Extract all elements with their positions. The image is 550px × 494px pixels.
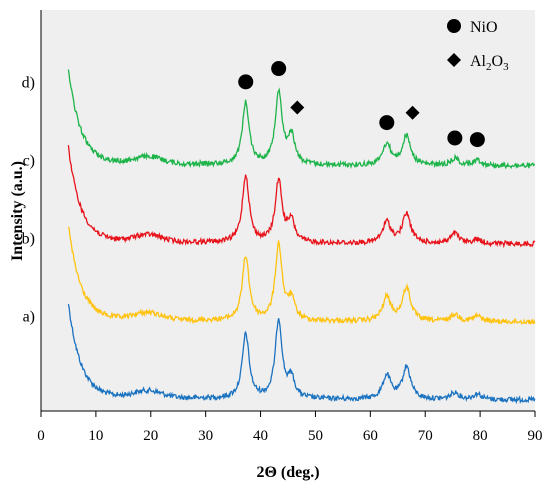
curve-label-d: d): [22, 75, 35, 92]
legend-al2o3-sub-2: 3: [503, 61, 509, 73]
nio-marker-icon: [469, 132, 485, 148]
series-line-d: [67, 69, 536, 170]
x-tick-label: 50: [308, 428, 323, 444]
series-line-a: [67, 303, 536, 405]
nio-marker-icon: [238, 74, 254, 90]
al2o3-marker-icon: [405, 105, 420, 120]
phase-markers-layer: [238, 61, 485, 148]
x-ticks-layer: 0 10 20 30 40 50 60 70 80 90: [37, 411, 543, 444]
legend-al2o3-sub-1: 2: [486, 61, 492, 73]
legend: NiO Al2O3: [447, 19, 509, 73]
curve-label-c: c): [23, 153, 35, 170]
x-tick-label: 90: [528, 428, 543, 444]
legend-al2o3-part-1: Al: [470, 53, 487, 70]
x-tick-label: 20: [143, 428, 158, 444]
curve-labels-layer: a) b) c) d): [22, 75, 35, 326]
nio-marker-icon: [447, 130, 463, 146]
legend-al2o3-label: Al2O3: [470, 53, 509, 73]
plot-background: [41, 10, 535, 411]
legend-al2o3-diamond-icon: [447, 53, 461, 67]
nio-marker-icon: [271, 61, 287, 77]
x-axis-title: 2Θ (deg.): [256, 464, 319, 481]
legend-al2o3-part-2: O: [492, 53, 504, 70]
nio-marker-icon: [379, 115, 395, 131]
x-tick-label: 60: [363, 428, 378, 444]
al2o3-marker-icon: [290, 100, 305, 115]
legend-nio-circle-icon: [447, 19, 461, 33]
legend-nio-label: NiO: [470, 19, 498, 36]
x-tick-label: 0: [37, 428, 45, 444]
series-line-c: [67, 145, 536, 249]
x-tick-label: 70: [418, 428, 433, 444]
x-tick-label: 10: [88, 428, 103, 444]
x-tick-label: 80: [473, 428, 488, 444]
curve-label-b: b): [22, 231, 35, 248]
curves-layer: [67, 69, 536, 405]
curve-label-a: a): [23, 309, 35, 326]
x-tick-label: 30: [198, 428, 213, 444]
y-axis-title: Intensity (a.u.): [9, 161, 26, 261]
x-tick-label: 40: [253, 428, 268, 444]
series-line-b: [67, 226, 536, 325]
